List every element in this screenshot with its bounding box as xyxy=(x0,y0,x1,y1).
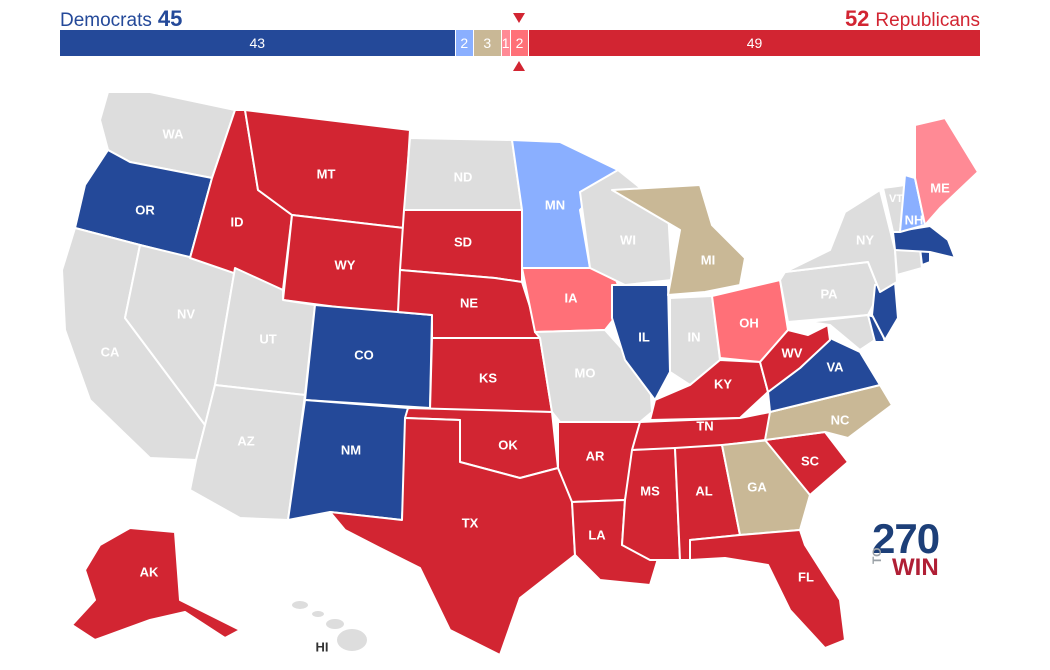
republicans-total-label: 52 Republicans xyxy=(845,6,980,32)
balance-segment-lean_rep[interactable]: 1 xyxy=(501,30,511,56)
state-tx[interactable] xyxy=(329,417,576,656)
state-label-ia: IA xyxy=(565,290,579,305)
state-label-mn: MN xyxy=(545,197,565,212)
state-label-co: CO xyxy=(354,347,374,362)
balance-segment-likely_rep[interactable]: 2 xyxy=(510,30,530,56)
state-ms[interactable] xyxy=(621,447,681,561)
state-label-sc: SC xyxy=(801,453,820,468)
state-label-mo: MO xyxy=(575,365,596,380)
dem-party-name: Democrats xyxy=(60,10,152,31)
state-ma[interactable] xyxy=(892,225,956,259)
state-label-in: IN xyxy=(688,329,701,344)
state-label-wy: WY xyxy=(335,257,356,272)
state-label-vt: VT xyxy=(889,193,903,205)
state-label-wa: WA xyxy=(163,126,185,141)
state-label-hi: HI xyxy=(316,639,329,654)
state-label-nc: NC xyxy=(831,412,850,427)
logo-number: 270 xyxy=(872,515,940,562)
state-label-mt: MT xyxy=(317,166,336,181)
state-me[interactable] xyxy=(914,117,979,226)
state-label-ky: KY xyxy=(714,376,732,391)
state-label-nv: NV xyxy=(177,306,195,321)
state-nm[interactable] xyxy=(287,399,409,521)
state-label-nm: NM xyxy=(341,442,361,457)
state-label-az: AZ xyxy=(237,433,254,448)
state-mi[interactable] xyxy=(611,184,746,296)
state-label-nd: ND xyxy=(454,169,473,184)
state-md[interactable] xyxy=(807,314,876,351)
state-mn[interactable] xyxy=(511,139,619,269)
state-fl[interactable] xyxy=(689,529,846,649)
state-label-pa: PA xyxy=(820,286,838,301)
majority-marker-bottom-icon xyxy=(513,61,525,71)
state-label-la: LA xyxy=(588,527,606,542)
state-label-ut: UT xyxy=(259,331,276,346)
state-label-mi: MI xyxy=(701,252,715,267)
state-label-ok: OK xyxy=(498,437,518,452)
state-label-wi: WI xyxy=(620,232,636,247)
state-labels: WA OR CA NV ID MT WY UT AZ CO NM ND SD NE KS OK TX MN IA MO… xyxy=(101,126,950,654)
state-ga[interactable] xyxy=(721,439,811,536)
state-label-id: ID xyxy=(231,214,244,229)
state-label-ks: KS xyxy=(479,370,497,385)
rep-party-name: Republicans xyxy=(875,10,980,31)
state-label-ny: NY xyxy=(856,232,874,247)
state-label-ak: AK xyxy=(140,564,159,579)
rep-seat-total: 52 xyxy=(844,6,870,31)
state-label-oh: OH xyxy=(739,315,759,330)
balance-segment-tossup[interactable]: 3 xyxy=(473,30,502,56)
state-label-or: OR xyxy=(135,202,155,217)
seat-balance-bar: 43 2 3 1 2 49 xyxy=(60,30,980,56)
state-ak[interactable] xyxy=(71,527,241,641)
header: Democrats 45 52 Republicans xyxy=(60,4,980,32)
state-label-ne: NE xyxy=(460,295,478,310)
balance-segment-likely_dem[interactable]: 2 xyxy=(455,30,474,56)
state-label-fl: FL xyxy=(798,569,814,584)
state-label-ca: CA xyxy=(101,344,120,359)
state-label-nh: NH xyxy=(905,212,924,227)
state-label-al: AL xyxy=(695,483,712,498)
state-label-sd: SD xyxy=(454,234,472,249)
logo-win: WIN xyxy=(892,554,939,581)
democrats-total-label: Democrats 45 xyxy=(60,6,182,32)
dem-seat-total: 45 xyxy=(157,6,183,31)
balance-segment-safe_rep[interactable]: 49 xyxy=(529,30,980,56)
state-label-ar: AR xyxy=(586,448,605,463)
state-label-tx: TX xyxy=(462,515,479,530)
logo-to: TO xyxy=(870,547,884,564)
270towin-logo[interactable]: 270 TO WIN xyxy=(870,515,952,584)
state-label-tn: TN xyxy=(696,418,713,433)
state-label-ga: GA xyxy=(747,479,767,494)
state-label-me: ME xyxy=(930,180,950,195)
state-wv[interactable] xyxy=(759,324,831,393)
state-hi[interactable] xyxy=(290,599,369,653)
state-label-wv: WV xyxy=(782,345,803,360)
balance-segment-safe_dem[interactable]: 43 xyxy=(60,30,456,56)
state-label-va: VA xyxy=(826,359,844,374)
majority-marker-top-icon xyxy=(513,13,525,23)
state-label-ms: MS xyxy=(640,483,660,498)
state-label-il: IL xyxy=(638,329,650,344)
